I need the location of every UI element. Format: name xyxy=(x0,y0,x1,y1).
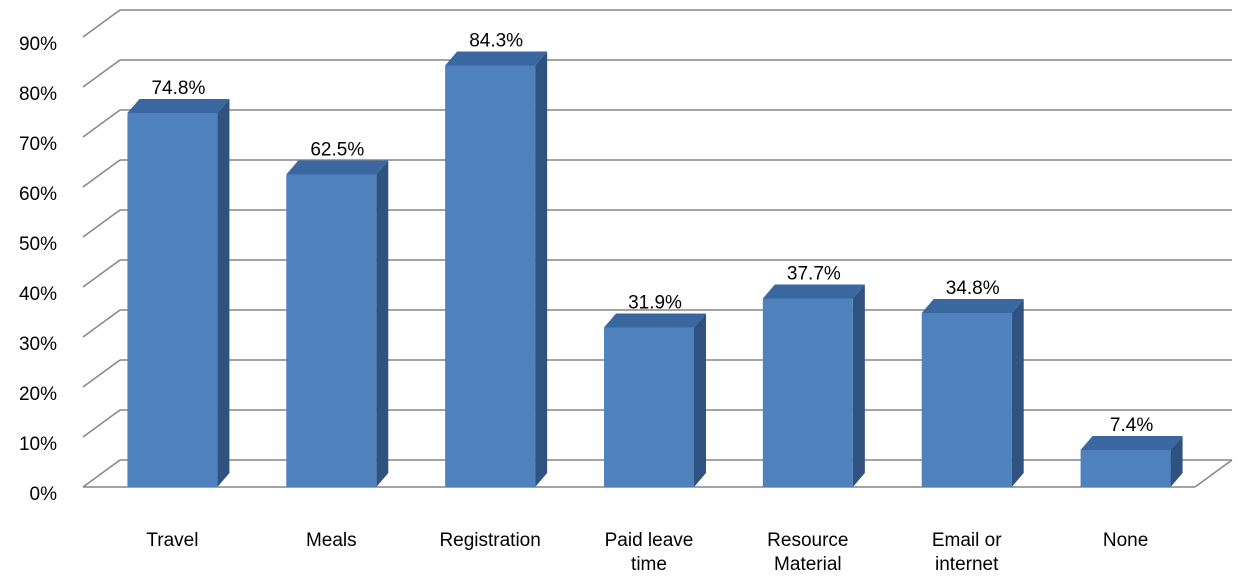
bar xyxy=(762,284,865,487)
bar-side xyxy=(852,284,865,487)
bar-front xyxy=(604,327,694,487)
bar-top xyxy=(762,284,865,299)
grid-line xyxy=(82,409,121,438)
bar xyxy=(1080,436,1183,487)
grid-line xyxy=(82,209,121,238)
grid-line xyxy=(82,259,121,288)
data-label: 7.4% xyxy=(1110,415,1153,436)
x-tick-label: Meals xyxy=(305,530,357,551)
grid-line xyxy=(82,59,121,88)
y-tick-label: 40% xyxy=(19,284,57,305)
y-tick-label: 80% xyxy=(19,84,57,105)
x-tick-label: Travel xyxy=(146,530,199,551)
bar xyxy=(604,313,706,487)
bar xyxy=(921,299,1024,487)
y-tick-label: 70% xyxy=(19,134,57,155)
y-tick-label: 90% xyxy=(19,34,57,55)
bar xyxy=(286,160,389,487)
bar-front xyxy=(762,298,853,487)
data-label: 62.5% xyxy=(310,140,364,161)
y-tick-label: 0% xyxy=(30,484,58,505)
bar-top xyxy=(286,160,389,175)
bar xyxy=(445,51,548,487)
bar-front xyxy=(286,174,377,487)
grid-line xyxy=(82,359,121,388)
data-label: 31.9% xyxy=(628,293,682,314)
y-tick-label: 10% xyxy=(19,434,57,455)
data-label: 34.8% xyxy=(946,278,1000,299)
bar-top xyxy=(445,51,548,66)
grid-line xyxy=(82,109,121,138)
y-tick-label: 50% xyxy=(19,234,57,255)
data-label: 74.8% xyxy=(151,78,205,99)
data-label: 37.7% xyxy=(787,264,841,285)
bar-side xyxy=(1170,436,1183,487)
x-tick-label: Email or internet xyxy=(931,530,1002,575)
grid-line xyxy=(82,159,121,188)
bar-top xyxy=(127,99,230,113)
bar-side xyxy=(1011,299,1024,487)
floor-edge xyxy=(1194,459,1233,488)
y-tick-label: 60% xyxy=(19,184,57,205)
data-label: 84.3% xyxy=(469,31,523,52)
x-tick-label: Registration xyxy=(439,530,541,551)
y-tick-label: 20% xyxy=(19,384,57,405)
bar-front xyxy=(445,65,536,487)
y-tick-label: 30% xyxy=(19,334,57,355)
grid-line xyxy=(82,309,121,338)
bar-top xyxy=(1080,436,1183,450)
bar-front xyxy=(127,113,218,487)
bar-side xyxy=(694,313,706,487)
bar xyxy=(127,99,230,487)
bar-side xyxy=(376,160,389,487)
bar-front xyxy=(1080,450,1171,487)
x-tick-label: Resource Material xyxy=(767,530,849,575)
bar-side xyxy=(217,99,230,487)
grid-line xyxy=(82,459,121,488)
grid-line xyxy=(82,9,121,38)
x-tick-label: Paid leave time xyxy=(604,530,694,575)
bar-top xyxy=(921,299,1024,313)
bar-side xyxy=(535,51,548,487)
x-tick-label: None xyxy=(1102,530,1149,551)
bar-front xyxy=(921,313,1012,487)
bar-top xyxy=(604,313,706,328)
